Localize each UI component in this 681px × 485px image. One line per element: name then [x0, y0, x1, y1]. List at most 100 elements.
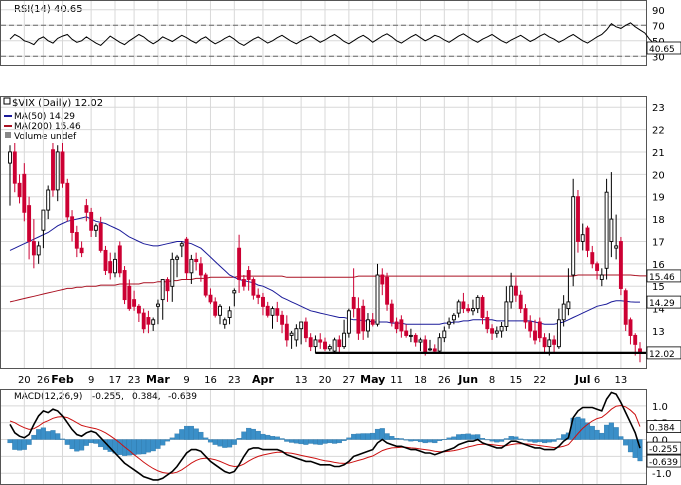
- candle-body-102: [494, 330, 499, 334]
- candle-body-52: [256, 294, 261, 298]
- candle-body-98: [475, 296, 480, 310]
- candle-body-88: [428, 348, 432, 351]
- candle-body-78: [380, 274, 385, 285]
- candle-body-101: [490, 328, 495, 334]
- candle-body-90: [437, 337, 442, 352]
- candle-body-75: [366, 319, 370, 332]
- macd-hist-bar-64: [312, 439, 319, 445]
- macd-hist-bar-44: [217, 439, 223, 447]
- candle-body-130: [628, 319, 633, 336]
- macd-hist-bar-46: [227, 439, 233, 448]
- candle-body-74: [361, 305, 366, 332]
- candle-body-29: [146, 317, 151, 325]
- macd-hist-bar-14: [74, 439, 80, 452]
- candle-body-35: [175, 256, 180, 260]
- candle-body-92: [447, 321, 452, 325]
- rsi-line: [9, 22, 665, 49]
- candle-body-12: [65, 182, 70, 218]
- macd-hist-bar-88: [427, 439, 433, 443]
- macd-hist-bar-105: [508, 436, 514, 440]
- candle-body-80: [389, 303, 394, 323]
- macd-hist-bar-130: [627, 439, 634, 453]
- macd-hist-bar-59: [289, 439, 295, 443]
- macd-hist-bar-25: [126, 439, 132, 456]
- macd-hist-bar-132: [637, 439, 643, 462]
- macd-hist-bar-63: [308, 439, 314, 444]
- macd-hist-bar-50: [246, 427, 252, 440]
- macd-hist-bar-108: [522, 439, 529, 441]
- candle-body-59: [289, 332, 294, 336]
- candle-body-53: [261, 296, 265, 307]
- candle-body-3: [22, 173, 27, 213]
- macd-hist-bar-67: [327, 439, 333, 444]
- macd-hist-bar-58: [284, 439, 290, 442]
- candle-body-40: [198, 263, 203, 276]
- legend-volume-swatch: [5, 132, 11, 138]
- legend-ma50: MA(50) 14.29: [14, 112, 75, 122]
- candle-body-28: [141, 312, 146, 330]
- macd-hist-bar-93: [451, 436, 457, 440]
- candle-body-47: [232, 290, 237, 294]
- candle-body-63: [308, 337, 313, 348]
- macd-hist-bar-112: [542, 439, 548, 444]
- macd-hist-tag: -0.639: [649, 458, 678, 468]
- rsi-current-tag-box: [646, 41, 681, 55]
- macd-hist-bar-74: [360, 433, 366, 440]
- macd-hist-bar-53: [260, 433, 266, 440]
- x-tick-label-24: 13: [615, 375, 628, 386]
- macd-hist-bar-76: [370, 432, 376, 440]
- macd-hist-bar-111: [537, 439, 543, 443]
- price-tick-label-0: 23: [652, 103, 665, 114]
- candle-body-10: [55, 151, 60, 191]
- macd-hist-bar-34: [169, 437, 175, 440]
- candle-body-94: [456, 301, 461, 314]
- candle-body-104: [504, 301, 509, 327]
- candle-body-54: [265, 305, 270, 316]
- candle-body-119: [576, 196, 580, 242]
- macd-hist-bar-72: [351, 433, 357, 440]
- x-tick-label-11: 13: [295, 375, 308, 386]
- candle-body-36: [179, 243, 184, 247]
- ma200-tag-box: [646, 269, 681, 283]
- macd-hist-bar-26: [131, 439, 137, 455]
- candle-body-57: [280, 314, 285, 325]
- macd-hist-bar-33: [164, 439, 171, 442]
- candle-body-129: [623, 290, 628, 325]
- candle-body-83: [404, 330, 409, 336]
- price-tick-label-8: 15: [652, 282, 665, 293]
- candle-body-14: [74, 232, 79, 249]
- candle-body-13: [70, 216, 75, 233]
- macd-hist-bar-100: [484, 439, 490, 441]
- macd-hist-bar-116: [561, 434, 567, 440]
- main-title: $VIX (Daily) 12.02: [12, 98, 103, 109]
- macd-hist-bar-87: [422, 439, 428, 444]
- candle-body-25: [127, 285, 132, 310]
- macd-hist-bar-104: [503, 438, 509, 440]
- x-tick-label-21: 22: [533, 375, 546, 386]
- candle-body-68: [332, 339, 337, 352]
- candle-body-84: [408, 334, 413, 337]
- x-tick-label-5: 23: [128, 375, 141, 386]
- price-tag: 12.02: [649, 350, 675, 360]
- candle-body-66: [323, 341, 327, 350]
- macd-hist-bar-9: [50, 430, 56, 440]
- macd-hist-bar-42: [207, 439, 214, 443]
- candle-body-30: [151, 319, 156, 325]
- candle-body-128: [618, 241, 623, 289]
- macd-hist-bar-83: [403, 439, 409, 441]
- candle-body-70: [342, 332, 347, 348]
- candle-body-111: [537, 321, 542, 339]
- candle-body-108: [523, 308, 528, 323]
- macd-hist-bar-47: [231, 439, 237, 445]
- x-tick-label-23: 6: [594, 375, 600, 386]
- macd-hist-bar-57: [279, 438, 285, 440]
- price-tick-label-5: 18: [652, 215, 665, 226]
- macd-hist-bar-96: [465, 433, 471, 440]
- candle-body-15: [79, 247, 84, 254]
- candle-body-45: [222, 319, 227, 325]
- panel-border-0: [0, 0, 647, 66]
- x-tick-label-15: 11: [390, 375, 403, 386]
- candle-body-100: [485, 317, 490, 330]
- macd-hist-bar-49: [241, 431, 247, 440]
